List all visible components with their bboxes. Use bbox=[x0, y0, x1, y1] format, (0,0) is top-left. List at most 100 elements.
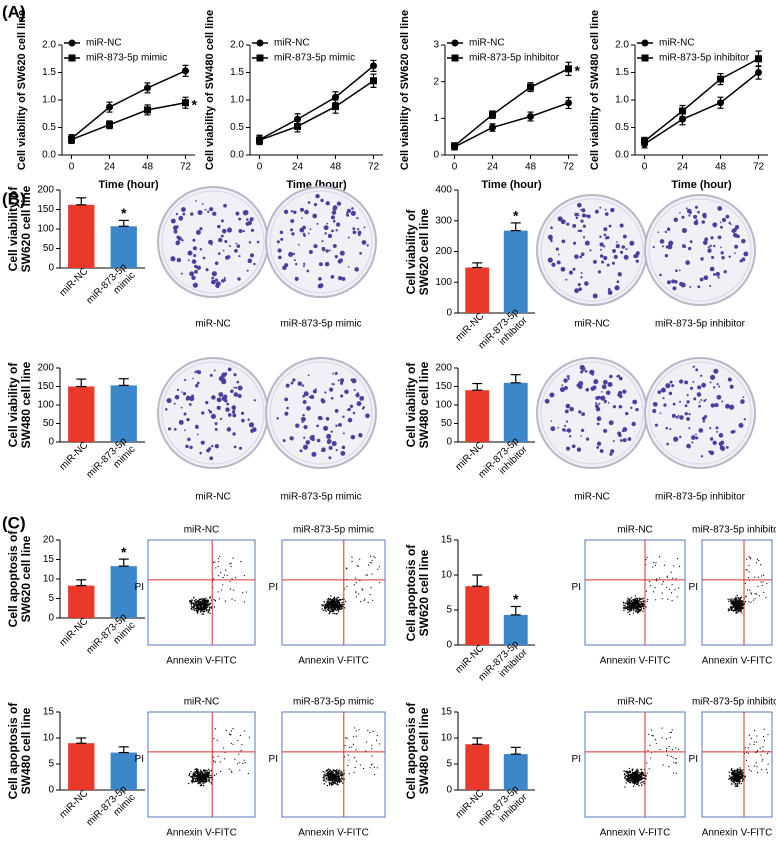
colony bbox=[602, 385, 607, 390]
colony bbox=[222, 229, 227, 234]
colony bbox=[574, 213, 578, 217]
colony bbox=[235, 212, 239, 216]
flow-event bbox=[641, 784, 642, 785]
colony bbox=[620, 223, 624, 227]
flow-event bbox=[234, 600, 235, 601]
legend-label: miR-873-5p inhibitor bbox=[659, 53, 750, 64]
flow-event bbox=[205, 597, 206, 598]
flow-event bbox=[628, 774, 629, 775]
colony bbox=[351, 378, 356, 383]
colony bbox=[583, 225, 586, 228]
colony bbox=[223, 250, 225, 252]
colony bbox=[201, 411, 204, 414]
flow-event bbox=[367, 574, 368, 575]
colony bbox=[302, 226, 306, 230]
flow-event bbox=[365, 750, 366, 751]
flow-event bbox=[371, 745, 372, 746]
flow-event bbox=[736, 781, 737, 782]
flow-event bbox=[649, 745, 650, 746]
flow-event bbox=[627, 612, 628, 613]
flow-event bbox=[336, 777, 337, 778]
flow-title: miR-NC bbox=[617, 525, 653, 536]
flow-event bbox=[757, 559, 758, 560]
flow-event bbox=[732, 778, 733, 779]
flow-event bbox=[745, 583, 746, 584]
error-bar bbox=[472, 575, 482, 586]
flow-event bbox=[643, 601, 644, 602]
y-tick-label: 10 bbox=[441, 570, 453, 581]
colony bbox=[636, 260, 639, 263]
flow-event bbox=[377, 569, 378, 570]
colony bbox=[234, 392, 238, 396]
flow-event bbox=[325, 605, 326, 606]
colony bbox=[709, 427, 711, 429]
flow-event bbox=[354, 772, 355, 773]
flow-event bbox=[629, 768, 630, 769]
colony bbox=[348, 408, 351, 411]
colony bbox=[324, 232, 326, 234]
y-axis-label: Cell viability of SW620 cell line bbox=[399, 10, 411, 170]
colony bbox=[196, 370, 198, 372]
flow-event bbox=[737, 603, 738, 604]
flow-event bbox=[206, 607, 207, 608]
flow-event bbox=[640, 782, 641, 783]
colony bbox=[605, 209, 607, 211]
colony bbox=[586, 437, 589, 440]
colony bbox=[556, 248, 559, 251]
flow-event bbox=[632, 606, 633, 607]
flow-event bbox=[763, 736, 764, 737]
flow-event bbox=[209, 597, 210, 598]
flow-event bbox=[336, 599, 337, 600]
colony bbox=[326, 434, 331, 439]
flow-event bbox=[735, 784, 736, 785]
y-tick-label: 2 bbox=[433, 76, 439, 87]
flow-event bbox=[369, 732, 370, 733]
colony bbox=[353, 412, 355, 414]
bar bbox=[68, 205, 94, 268]
point bbox=[294, 123, 301, 130]
flow-event bbox=[322, 771, 323, 772]
colony bbox=[578, 230, 580, 232]
colony bbox=[339, 258, 343, 262]
flow-event bbox=[638, 772, 639, 773]
error-bar bbox=[119, 559, 129, 566]
colony bbox=[681, 282, 686, 287]
flow-event bbox=[635, 776, 636, 777]
colony bbox=[653, 246, 655, 248]
colony bbox=[314, 203, 317, 206]
colony bbox=[580, 370, 583, 373]
flow-event bbox=[336, 773, 337, 774]
flow-title: miR-873-5p mimic bbox=[293, 697, 374, 708]
line bbox=[455, 69, 569, 146]
colony bbox=[250, 253, 254, 257]
flow-y-label: PI bbox=[689, 754, 698, 765]
point bbox=[256, 137, 263, 144]
colony bbox=[295, 277, 299, 281]
flow-event bbox=[667, 599, 668, 600]
flow-event bbox=[231, 566, 232, 567]
colony bbox=[599, 242, 603, 246]
flow-event bbox=[627, 600, 628, 601]
flow-y-label: PI bbox=[572, 582, 581, 593]
flow-event bbox=[766, 583, 767, 584]
colony bbox=[315, 388, 317, 390]
colony bbox=[238, 255, 240, 257]
colony bbox=[195, 425, 198, 428]
flow-event bbox=[755, 593, 756, 594]
flow-event bbox=[220, 771, 221, 772]
flow-event bbox=[240, 735, 241, 736]
flow-event bbox=[628, 603, 629, 604]
colony bbox=[580, 435, 582, 437]
flow-event bbox=[218, 561, 219, 562]
flow-event bbox=[371, 562, 372, 563]
colony bbox=[338, 276, 342, 280]
flow-event bbox=[337, 775, 338, 776]
colony bbox=[291, 382, 294, 385]
flow-event bbox=[195, 780, 196, 781]
flow-event bbox=[640, 776, 641, 777]
flow-event bbox=[749, 557, 750, 558]
flow-event bbox=[636, 769, 637, 770]
colony bbox=[203, 257, 206, 260]
colony bbox=[182, 213, 185, 216]
colony bbox=[185, 445, 188, 448]
